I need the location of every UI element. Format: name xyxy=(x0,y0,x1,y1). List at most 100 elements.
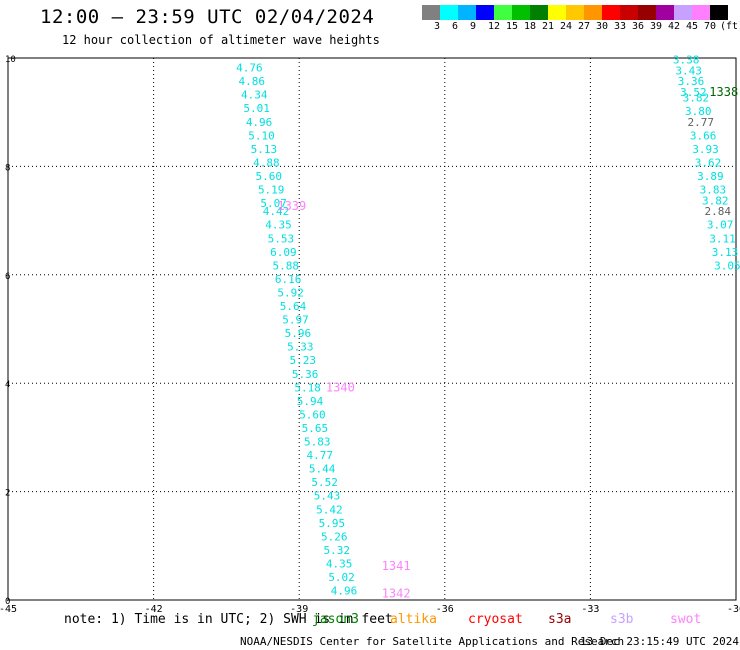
pass-number-label: 1340 xyxy=(326,380,355,394)
wave-height-reading: 5.33 xyxy=(287,341,314,354)
wave-height-reading: 4.86 xyxy=(239,75,265,88)
legend-swatch xyxy=(512,5,530,20)
wave-height-reading: 5.60 xyxy=(299,408,326,421)
wave-height-reading: 6.09 xyxy=(270,246,297,259)
legend-label: 21 xyxy=(542,21,555,32)
legend-swatch xyxy=(440,5,458,20)
map-title: 12:00 – 23:59 UTC 02/04/2024 xyxy=(40,6,375,28)
map-frame xyxy=(7,57,737,601)
legend-label: 18 xyxy=(524,21,537,32)
wave-height-reading: 5.96 xyxy=(285,327,312,340)
wave-height-reading: 4.77 xyxy=(306,449,333,462)
wave-height-reading: 5.13 xyxy=(251,143,278,156)
legend-swatch xyxy=(620,5,638,20)
wave-height-reading: 6.16 xyxy=(275,273,302,286)
lon-tick-label: -42 xyxy=(145,604,163,615)
mission-label-s3b: s3b xyxy=(610,612,634,627)
lon-tick-label: -36 xyxy=(436,604,454,615)
wave-height-reading: 5.10 xyxy=(248,129,274,142)
wave-height-reading: 3.82 xyxy=(683,91,710,104)
wave-height-reading: 3.11 xyxy=(709,232,736,245)
wave-height-reading: 5.42 xyxy=(316,503,343,516)
legend-swatch xyxy=(692,5,710,20)
wave-height-reading: 5.43 xyxy=(314,490,341,503)
wave-height-reading: 5.18 xyxy=(294,381,321,394)
mission-label-altika: altika xyxy=(390,612,437,627)
wave-height-reading: 5.88 xyxy=(273,259,300,272)
wave-height-reading: 5.83 xyxy=(304,436,331,449)
wave-height-reading: 4.35 xyxy=(265,219,292,232)
legend-label: 30 xyxy=(596,21,609,32)
wave-height-reading: 5.92 xyxy=(277,286,304,299)
pass-number-label: 1339 xyxy=(277,199,306,213)
wave-height-reading: 3.93 xyxy=(692,143,719,156)
legend-swatch xyxy=(548,5,566,20)
lon-tick-label: -33 xyxy=(581,604,599,615)
pass-number-label: 1342 xyxy=(382,586,411,600)
wave-height-reading: 3.66 xyxy=(690,129,717,142)
wave-height-reading: 5.97 xyxy=(282,314,309,327)
wave-height-reading: 5.07 xyxy=(260,197,287,210)
legend-label: 12 xyxy=(488,21,501,32)
wave-height-color-legend xyxy=(422,5,728,20)
wave-height-reading: 4.96 xyxy=(246,116,273,129)
wave-height-reading: 5.60 xyxy=(256,170,283,183)
wave-height-reading: 5.01 xyxy=(243,102,269,115)
footer-timestamp: 13 Dec 23:15:49 UTC 2024 xyxy=(580,635,739,648)
legend-label: 45 xyxy=(686,21,699,32)
lat-tick-label: 2 xyxy=(5,489,10,499)
wave-height-reading: 4.35 xyxy=(326,557,353,570)
wave-height-reading: 3.52 xyxy=(680,86,707,99)
legend-label: 3 xyxy=(434,21,441,32)
wave-height-reading: 2.77 xyxy=(687,116,714,129)
mission-label-swot: swot xyxy=(670,612,702,627)
lon-tick-label: -39 xyxy=(290,604,308,615)
mission-label-s3a: s3a xyxy=(548,612,572,627)
legend-swatch xyxy=(710,5,728,20)
mission-label-cryosat: cryosat xyxy=(468,612,523,627)
legend-label: 9 xyxy=(470,21,477,32)
wave-height-reading: 5.02 xyxy=(328,571,355,584)
pass-number-label: 1341 xyxy=(382,559,411,573)
wave-height-reading: 3.36 xyxy=(678,75,705,88)
lat-tick-label: 0 xyxy=(5,597,10,607)
legend-label: 6 xyxy=(452,21,459,32)
wave-height-reading: 3.83 xyxy=(700,184,727,197)
wave-height-reading: 4.42 xyxy=(263,205,290,218)
wave-height-reading: 3.13 xyxy=(712,246,739,259)
wave-height-reading: 3.43 xyxy=(675,64,702,77)
legend-swatch xyxy=(476,5,494,20)
wave-height-reading: 3.05 xyxy=(714,259,740,272)
wave-height-reading: 5.44 xyxy=(309,463,336,476)
lat-tick-label: 10 xyxy=(5,55,16,65)
wave-height-reading: 5.64 xyxy=(280,300,307,313)
legend-swatch xyxy=(566,5,584,20)
wave-height-reading: 5.36 xyxy=(292,368,319,381)
pass-number-label: 1338 xyxy=(709,85,738,99)
wave-height-reading: 3.89 xyxy=(697,170,724,183)
legend-swatch xyxy=(530,5,548,20)
mission-label-jason3: jason3 xyxy=(312,612,359,627)
map-subtitle: 12 hour collection of altimeter wave hei… xyxy=(62,33,380,47)
wave-height-reading: 5.19 xyxy=(258,184,285,197)
legend-label: 70 xyxy=(704,21,717,32)
legend-swatch xyxy=(602,5,620,20)
wave-height-reading: 4.34 xyxy=(241,89,268,102)
legend-swatch xyxy=(638,5,656,20)
lat-tick-label: 8 xyxy=(5,163,10,173)
wave-height-reading: 5.65 xyxy=(302,422,329,435)
wave-height-reading: 3.38 xyxy=(673,53,700,66)
legend-swatch xyxy=(422,5,440,20)
wave-height-reading: 5.52 xyxy=(311,476,338,489)
legend-swatch xyxy=(656,5,674,20)
legend-swatch xyxy=(674,5,692,20)
wave-height-reading: 5.95 xyxy=(319,517,346,530)
wave-height-reading: 5.32 xyxy=(323,544,350,557)
footer-agency: NOAA/NESDIS Center for Satellite Applica… xyxy=(240,635,625,648)
wave-height-reading: 3.80 xyxy=(685,105,712,118)
wave-height-reading: 4.76 xyxy=(236,62,263,75)
lat-tick-label: 4 xyxy=(5,380,10,390)
note-text: note: 1) Time is in UTC; 2) SWH is in fe… xyxy=(64,612,393,627)
wave-height-reading: 5.94 xyxy=(297,395,324,408)
